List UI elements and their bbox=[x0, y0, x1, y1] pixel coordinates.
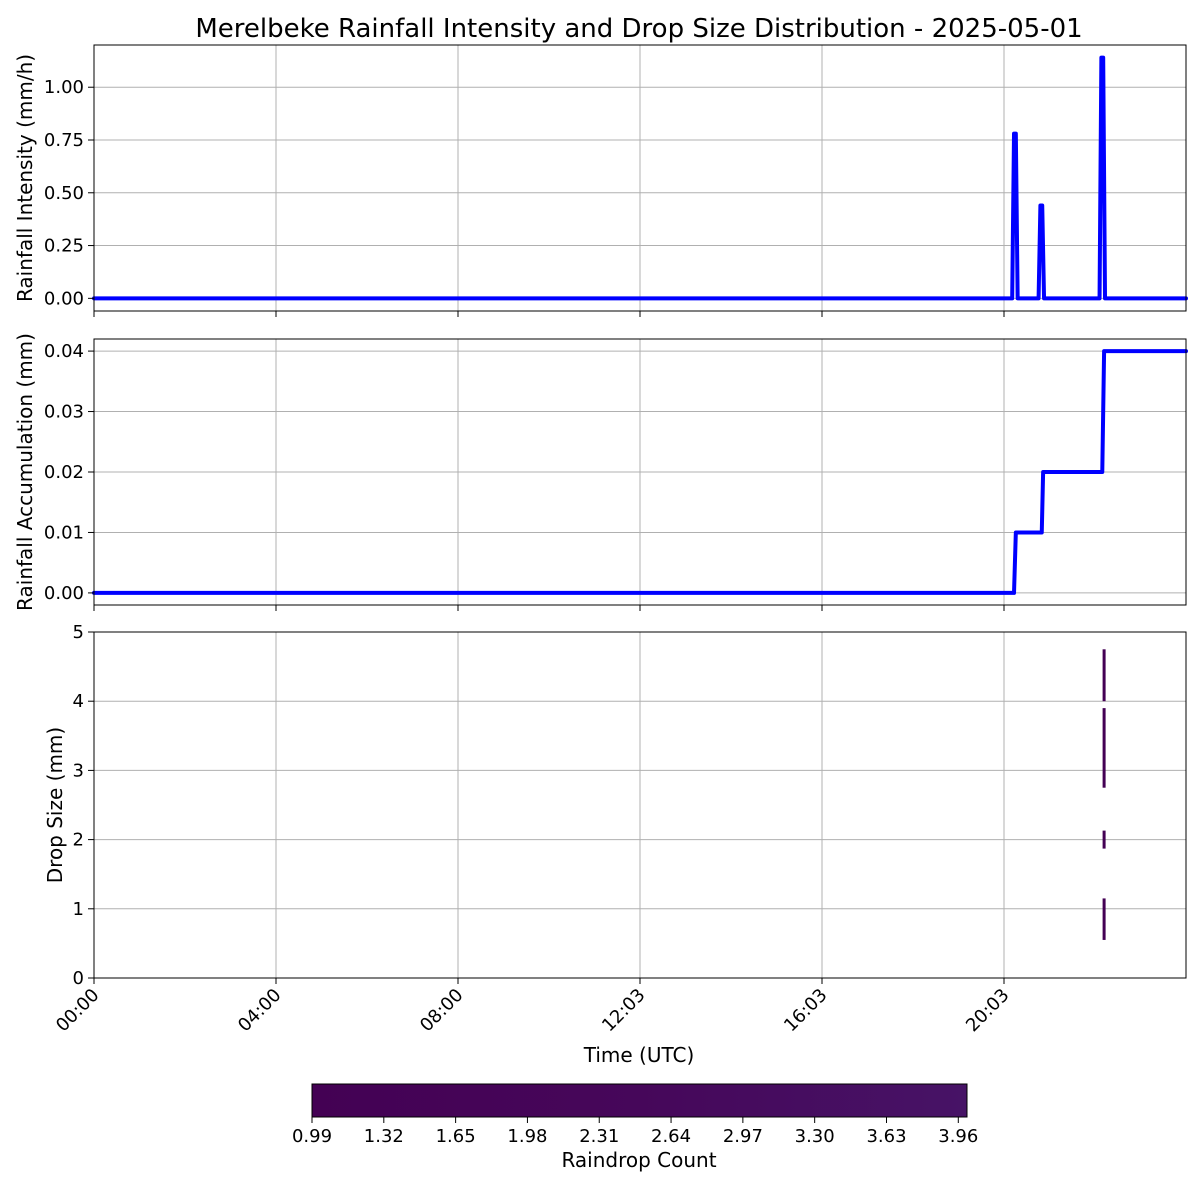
colorbar: 0.99 1.32 1.65 1.98 2.31 2.64 2.97 3.30 3.63 3.96… bbox=[292, 1083, 978, 1172]
colorbar-tick-label: 3.30 bbox=[795, 1126, 835, 1147]
drop-size-y-tick-label: 0 bbox=[73, 968, 84, 989]
colorbar-gradient bbox=[311, 1083, 968, 1118]
intensity-y-axis-label: Rainfall Intensity (mm/h) bbox=[13, 54, 37, 302]
drop-size-y-tick-label: 1 bbox=[73, 899, 84, 920]
accumulation-y-tick-label: 0.02 bbox=[44, 462, 84, 483]
colorbar-tick-label: 3.96 bbox=[938, 1126, 978, 1147]
drop-size-y-tick-label: 2 bbox=[73, 830, 84, 851]
accumulation-y-tick-label: 0.00 bbox=[44, 583, 84, 604]
colorbar-tick-label: 1.65 bbox=[436, 1126, 476, 1147]
colorbar-tick-label: 2.31 bbox=[579, 1126, 619, 1147]
drop-count-cell bbox=[1102, 649, 1106, 702]
drop-count-cell bbox=[1102, 830, 1106, 849]
chart-title: Merelbeke Rainfall Intensity and Drop Si… bbox=[195, 14, 1082, 44]
x-tick-label: 20:03 bbox=[962, 985, 1014, 1037]
intensity-y-tick-label: 0.00 bbox=[44, 288, 84, 309]
drop-count-cell bbox=[1102, 898, 1106, 940]
accumulation-panel: 0.00 0.01 0.02 0.03 0.04 Rainfall Accumulati… bbox=[13, 333, 1188, 611]
colorbar-tick-label: 0.99 bbox=[292, 1126, 332, 1147]
x-tick-label: 16:03 bbox=[780, 985, 832, 1037]
x-tick-label: 12:03 bbox=[598, 985, 650, 1037]
drop-size-panel: 0 1 2 3 4 5 00:00 04:00 08:00 12:03 16:03 20:03 Dr… bbox=[43, 622, 1187, 1067]
drop-size-y-tick-label: 5 bbox=[73, 622, 84, 643]
intensity-panel: 0.00 0.25 0.50 0.75 1.00 Rainfall Intensity … bbox=[13, 44, 1188, 317]
drop-size-y-tick-label: 3 bbox=[73, 760, 84, 781]
x-tick-label: 04:00 bbox=[234, 985, 286, 1037]
intensity-y-tick-label: 0.50 bbox=[44, 183, 84, 204]
drop-size-y-axis-label: Drop Size (mm) bbox=[43, 727, 67, 883]
intensity-series-line bbox=[92, 55, 1188, 301]
x-axis-label: Time (UTC) bbox=[583, 1043, 695, 1067]
intensity-y-tick-label: 0.25 bbox=[44, 236, 84, 257]
drop-count-cell bbox=[1102, 708, 1106, 788]
x-tick-label: 08:00 bbox=[416, 985, 468, 1037]
colorbar-label: Raindrop Count bbox=[561, 1148, 716, 1172]
accumulation-y-tick-label: 0.01 bbox=[44, 522, 84, 543]
colorbar-tick-label: 1.98 bbox=[507, 1126, 547, 1147]
colorbar-tick-label: 3.63 bbox=[866, 1126, 906, 1147]
intensity-y-tick-label: 1.00 bbox=[44, 77, 84, 98]
accumulation-y-axis-label: Rainfall Accumulation (mm) bbox=[13, 333, 37, 611]
accumulation-series-line bbox=[92, 349, 1188, 595]
x-tick-label: 00:00 bbox=[52, 985, 104, 1037]
intensity-y-tick-label: 0.75 bbox=[44, 130, 84, 151]
drop-size-y-tick-label: 4 bbox=[73, 691, 84, 712]
colorbar-tick-label: 1.32 bbox=[364, 1126, 404, 1147]
colorbar-tick-label: 2.64 bbox=[651, 1126, 691, 1147]
accumulation-y-tick-label: 0.04 bbox=[44, 341, 84, 362]
colorbar-tick-label: 2.97 bbox=[723, 1126, 763, 1147]
accumulation-y-tick-label: 0.03 bbox=[44, 402, 84, 423]
